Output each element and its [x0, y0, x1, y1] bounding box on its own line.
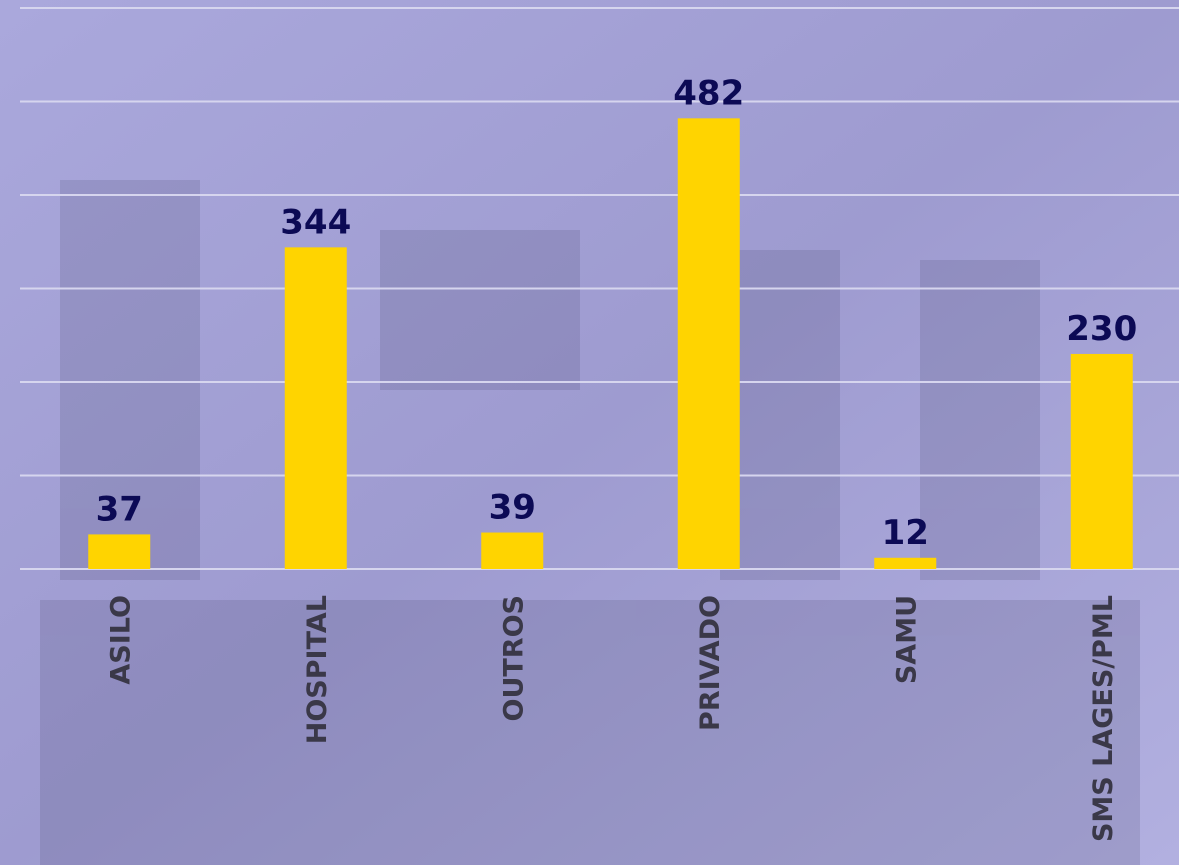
page: 37 ASILO 344 HOSPITAL 39 OUTROS 482 PRIVADO 12 SA… [0, 0, 1179, 865]
x-tick-label: HOSPITAL [302, 595, 333, 744]
bar [1071, 354, 1133, 569]
value-label: 37 [96, 489, 143, 529]
x-tick-label: SAMU [891, 595, 922, 684]
value-label: 39 [489, 488, 536, 528]
bar [481, 533, 543, 569]
value-label: 344 [280, 202, 351, 242]
bar [88, 534, 150, 569]
x-tick-label: PRIVADO [695, 595, 726, 731]
bar [874, 558, 936, 569]
value-label: 230 [1066, 309, 1137, 349]
bar [285, 247, 347, 569]
x-tick-label: SMS LAGES/PML [1088, 595, 1119, 842]
chart: 37 ASILO 344 HOSPITAL 39 OUTROS 482 PRIVADO 12 SA… [0, 0, 1179, 865]
value-label: 482 [673, 73, 744, 113]
bar [678, 118, 740, 569]
x-tick-label: ASILO [105, 595, 136, 685]
x-tick-label: OUTROS [498, 595, 529, 721]
value-label: 12 [882, 513, 929, 553]
